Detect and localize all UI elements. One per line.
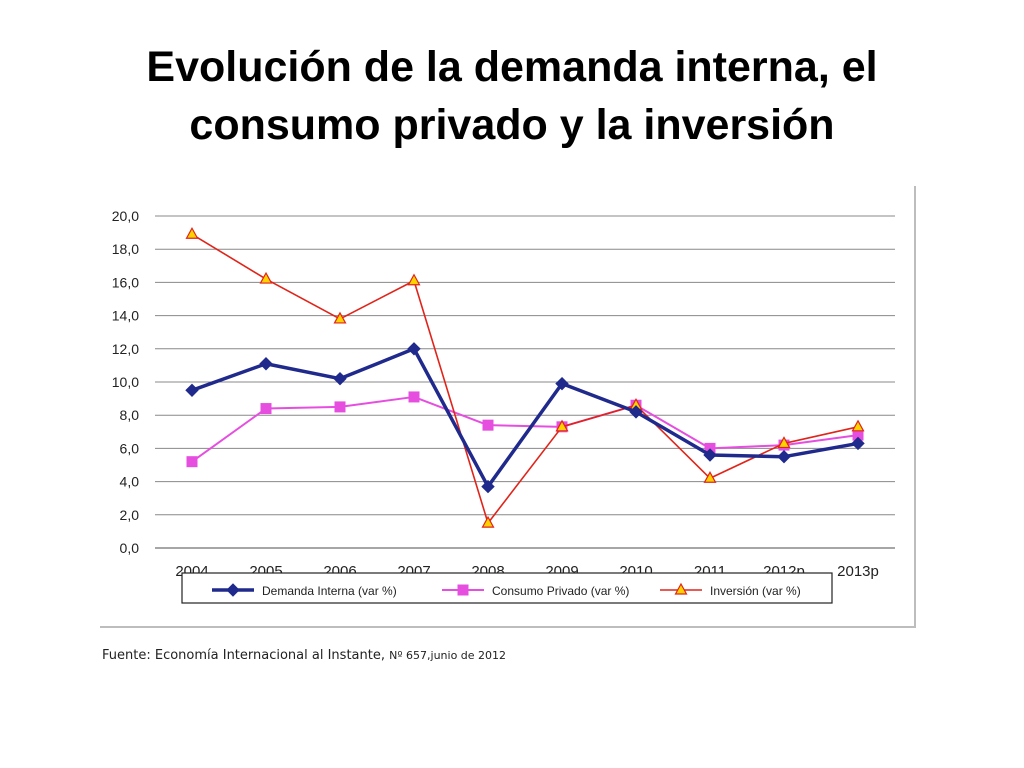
series-line-triangle	[191, 233, 859, 524]
data-point-square	[260, 403, 272, 415]
data-point-diamond	[407, 342, 421, 356]
y-tick-label: 0,0	[120, 540, 140, 556]
y-tick-label: 18,0	[112, 241, 139, 257]
legend: Demanda Interna (var %) Consumo Privado (…	[181, 572, 833, 604]
data-point-diamond	[481, 479, 495, 494]
title-line-1: Evolución de la demanda interna, el	[146, 43, 878, 91]
data-point-square	[482, 419, 494, 431]
series-line-diamond	[191, 347, 859, 489]
y-tick-label: 6,0	[120, 440, 140, 456]
y-tick-label: 10,0	[112, 374, 139, 390]
data-point-square	[408, 391, 420, 403]
data-point-diamond	[777, 449, 791, 464]
data-point-diamond	[185, 383, 199, 398]
legend-swatch-marker	[457, 584, 469, 596]
legend-swatch-marker	[674, 582, 688, 595]
chart-frame: 0,0 2,0 4,0 6,0 8,0 10,0 12,0 14,0 16,0 18,0 20,0 2…	[100, 186, 916, 628]
axis-labels: 0,0 2,0 4,0 6,0 8,0 10,0 12,0 14,0 16,0 18,0 20,0 2…	[112, 208, 879, 580]
title-line-2: consumo privado y la inversión	[189, 101, 835, 149]
legend-swatch-marker	[226, 583, 240, 597]
x-tick-label: 2013p	[837, 563, 879, 580]
data-point-triangle	[259, 271, 273, 284]
data-point-square	[186, 456, 198, 468]
data-point-diamond	[703, 448, 717, 462]
data-point-triangle	[851, 419, 865, 432]
series-lines	[185, 227, 865, 528]
data-point-triangle	[481, 515, 495, 528]
data-point-triangle	[777, 436, 791, 449]
data-point-triangle	[555, 419, 569, 432]
y-tick-label: 12,0	[112, 341, 139, 357]
source-detail: Nº 657,junio de 2012	[389, 649, 507, 662]
grid-lines	[155, 215, 895, 549]
legend-box	[181, 572, 833, 604]
source-prefix: Fuente: Economía Internacional al Instan…	[102, 648, 390, 663]
legend-label: Inversión (var %)	[710, 584, 801, 598]
slide-title: Evolución de la demanda interna, el cons…	[60, 38, 964, 154]
data-point-diamond	[555, 376, 569, 391]
series-line-square	[191, 395, 859, 463]
data-point-triangle	[333, 311, 347, 324]
data-point-triangle	[407, 273, 421, 286]
legend-label: Consumo Privado (var %)	[492, 584, 629, 598]
source-note: Fuente: Economía Internacional al Instan…	[102, 648, 506, 663]
y-tick-label: 14,0	[112, 308, 139, 324]
y-tick-label: 16,0	[112, 274, 139, 290]
data-point-diamond	[333, 371, 347, 386]
data-point-diamond	[629, 405, 643, 419]
y-tick-label: 4,0	[120, 474, 140, 490]
y-tick-label: 8,0	[120, 407, 140, 423]
data-point-diamond	[259, 357, 273, 371]
line-chart: 0,0 2,0 4,0 6,0 8,0 10,0 12,0 14,0 16,0 18,0 20,0 2…	[112, 208, 895, 604]
data-point-triangle	[703, 471, 717, 483]
data-point-square	[334, 401, 346, 413]
y-tick-label: 20,0	[112, 208, 139, 224]
y-tick-label: 2,0	[120, 507, 140, 523]
data-point-triangle	[185, 227, 199, 239]
legend-label: Demanda Interna (var %)	[262, 584, 397, 598]
data-point-diamond	[851, 436, 865, 451]
